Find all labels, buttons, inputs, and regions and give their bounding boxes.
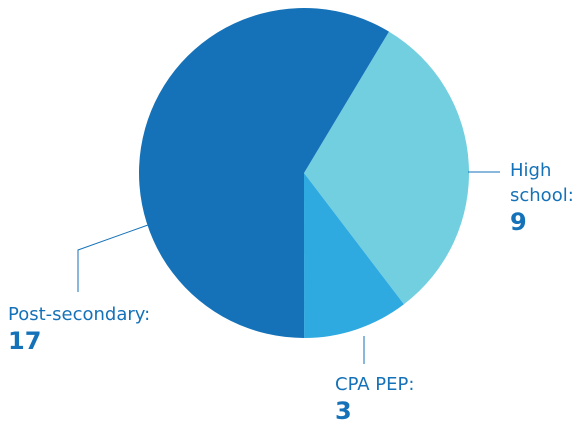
category-label: CPA PEP: [335, 374, 415, 395]
pie-slice [304, 31, 469, 305]
leader-line [77, 224, 149, 292]
category-label: Post-secondary: [8, 304, 151, 325]
value-label: 3 [335, 397, 352, 425]
pie-slice [139, 7, 389, 338]
value-label: 17 [8, 327, 42, 355]
label: Post-secondary: 17 [8, 302, 208, 355]
label: High school: 9 [510, 158, 580, 236]
category-label: High school: [510, 160, 574, 206]
pie-slice [304, 173, 404, 338]
slices [139, 7, 469, 338]
value-label: 9 [510, 208, 527, 236]
label: CPA PEP: 3 [335, 372, 535, 425]
